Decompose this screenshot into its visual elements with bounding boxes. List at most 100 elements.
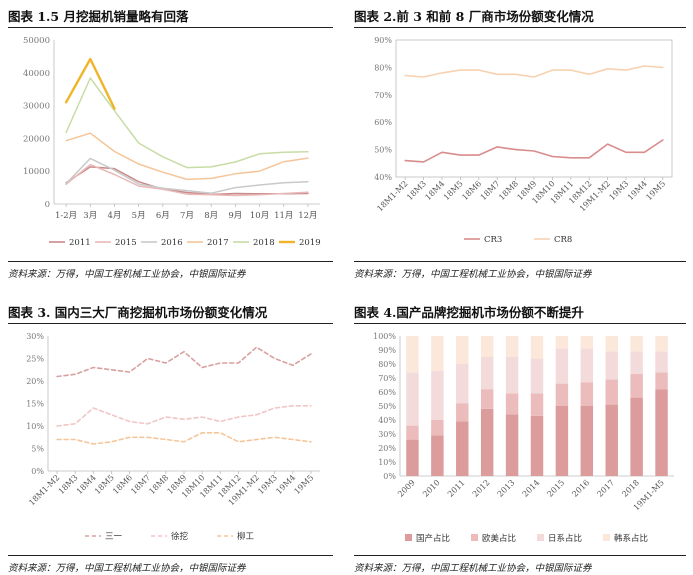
bar-segment-韩系占比	[555, 336, 569, 349]
x-tick-label: 2012	[471, 478, 492, 499]
bar-segment-国产占比	[456, 421, 469, 476]
series-line-徐挖	[56, 405, 312, 427]
bar-segment-欧美占比	[480, 389, 494, 409]
bar-segment-韩系占比	[605, 336, 618, 352]
bar-segment-国产占比	[630, 397, 643, 476]
bar-segment-日系占比	[580, 348, 594, 383]
legend-label: 2018	[253, 238, 275, 248]
x-tick-label: 2013	[496, 478, 517, 499]
bar-segment-欧美占比	[655, 372, 668, 390]
y-tick-label: 30%	[26, 332, 44, 341]
x-tick-label: 19M5	[644, 179, 667, 202]
y-tick-label: 30000	[23, 102, 50, 112]
x-tick-label: 2011	[446, 478, 467, 499]
x-tick-label: 7月	[180, 211, 194, 221]
series-line-2015	[65, 163, 309, 197]
y-tick-label: 70%	[378, 374, 396, 383]
series-line-2018	[65, 77, 309, 169]
bar-segment-欧美占比	[431, 420, 444, 436]
x-tick-label: 18M3	[57, 473, 80, 496]
x-tick-label: 18M4	[75, 473, 98, 496]
x-tick-label: 2009	[396, 478, 417, 499]
bar-segment-日系占比	[456, 364, 469, 404]
bar-segment-欧美占比	[406, 425, 419, 440]
x-tick-label: 2017	[595, 478, 616, 499]
x-tick-label: 2015	[546, 478, 567, 499]
y-tick-label: 20000	[23, 134, 50, 144]
bar-segment-欧美占比	[580, 382, 594, 406]
line-chart: 0%5%10%15%20%25%30%18M1-M218M318M418M518…	[26, 332, 320, 542]
bar-segment-国产占比	[655, 389, 668, 476]
x-tick-label: 18M3	[405, 179, 428, 202]
x-tick-label: 18M7	[129, 473, 152, 496]
x-tick-label: 19M4	[274, 473, 297, 496]
x-tick-label: 1-2月	[55, 211, 77, 221]
legend-label: 三一	[105, 532, 123, 542]
bar-segment-欧美占比	[555, 383, 569, 406]
y-tick-label: 10000	[23, 167, 50, 177]
y-tick-label: 60%	[378, 388, 396, 397]
legend-label: 2015	[115, 238, 137, 248]
bar-segment-欧美占比	[605, 379, 618, 405]
bar-segment-欧美占比	[456, 403, 469, 422]
y-tick-label: 90%	[374, 36, 392, 45]
legend-swatch	[471, 534, 478, 541]
y-tick-label: 80%	[374, 63, 392, 72]
chart-panel-brand-share: 图表 4.国产品牌挖掘机市场份额不断提升 0% 10% 20% 30% 40% 50% 60…	[354, 298, 686, 575]
bar-segment-国产占比	[505, 414, 519, 476]
y-tick-label: 50000	[23, 36, 50, 46]
x-tick-label: 6月	[156, 211, 170, 221]
legend-label: 徐挖	[171, 531, 189, 542]
title-divider	[354, 27, 686, 29]
bar-segment-国产占比	[530, 415, 544, 476]
y-tick-label: 100%	[373, 332, 396, 341]
series-line-CR3	[404, 139, 664, 163]
source-divider	[8, 261, 333, 263]
legend-label: 国产占比	[416, 533, 450, 544]
line-chart: 0 10000 20000 30000 40000 50000 1-2月 3月 4月 5月 6月 7月…	[23, 36, 321, 248]
series-line-2016	[65, 157, 309, 194]
x-tick-label: 3月	[83, 211, 97, 221]
y-tick-label: 50%	[374, 146, 392, 155]
chart-panel-top3-domestic: 图表 3. 国内三大厂商挖掘机市场份额变化情况 0% 5% 10% 15% 20% 25%…	[8, 298, 333, 575]
y-tick-label: 40%	[378, 416, 396, 425]
legend-label: 韩系占比	[614, 533, 648, 544]
source-note: 资料来源：万得，中国工程机械工业协会，中银国际证券	[8, 269, 246, 280]
x-tick-label: 5月	[132, 211, 146, 221]
y-tick-label: 10%	[378, 458, 396, 467]
x-tick-label: 2018	[620, 478, 641, 499]
source-divider	[354, 555, 686, 557]
title-divider	[8, 323, 333, 325]
legend-swatch	[537, 534, 544, 541]
y-tick-label: 20%	[378, 444, 396, 453]
x-tick-label: 19M3	[256, 473, 279, 496]
y-tick-label: 70%	[374, 91, 392, 100]
bar-segment-欧美占比	[505, 393, 519, 415]
title-divider	[354, 323, 686, 325]
source-divider	[8, 555, 333, 557]
legend-label: 日系占比	[548, 533, 582, 544]
legend-label: 2019	[299, 238, 321, 248]
x-tick-label: 4月	[107, 211, 121, 221]
x-tick-label: 18M6	[111, 473, 134, 496]
bar-segment-韩系占比	[655, 336, 668, 352]
bar-segment-韩系占比	[456, 336, 469, 364]
x-tick-label: 12月	[298, 211, 317, 221]
legend-label: 2011	[69, 238, 91, 248]
bar-segment-日系占比	[630, 351, 643, 374]
chart-panel-excavator-sales: 图表 1.5 月挖掘机销量略有回落 0 10000 20000 30000 40000 5…	[8, 4, 333, 289]
x-tick-label: 2016	[570, 478, 591, 499]
legend-label: 2016	[161, 238, 183, 248]
series-line-2019	[64, 57, 116, 110]
bar-segment-欧美占比	[530, 393, 544, 416]
bar-segment-韩系占比	[406, 336, 419, 373]
x-tick-label: 19M5	[292, 473, 315, 496]
bar-segment-日系占比	[431, 371, 444, 420]
x-tick-label: 2010	[421, 478, 442, 499]
legend-label: CR3	[484, 235, 502, 245]
legend-swatch	[603, 534, 610, 541]
legend-label: 2017	[207, 238, 229, 248]
legend-label: 欧美占比	[482, 533, 516, 544]
bar-segment-韩系占比	[480, 336, 494, 357]
bar-segment-韩系占比	[580, 336, 594, 349]
